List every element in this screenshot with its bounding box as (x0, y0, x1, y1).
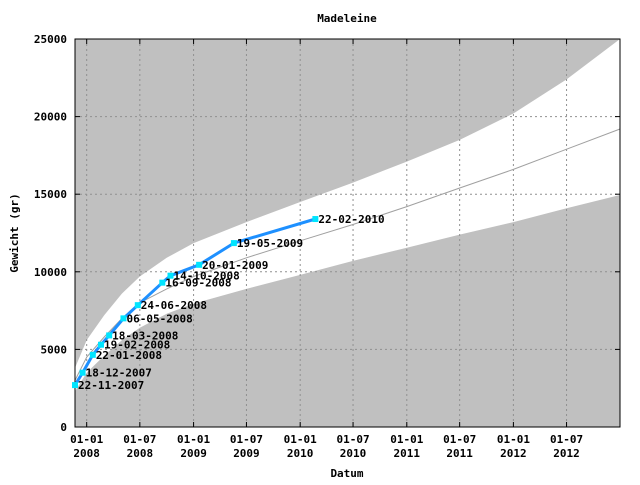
data-point (97, 341, 104, 348)
y-tick-label: 15000 (34, 188, 67, 201)
data-label: 14-10-2008 (174, 270, 240, 283)
data-point (167, 272, 174, 279)
data-label: 22-02-2010 (318, 213, 384, 226)
x-tick-label: 01-01 (177, 433, 210, 446)
reference-band (75, 39, 620, 392)
y-tick-label: 0 (60, 421, 67, 434)
data-label: 19-02-2008 (104, 339, 170, 352)
data-point (159, 279, 166, 286)
data-label: 18-03-2008 (112, 329, 178, 342)
data-label: 16-09-2008 (165, 277, 231, 290)
median-line (74, 128, 621, 381)
x-tick-label-year: 2010 (340, 447, 367, 460)
x-tick-label: 01-07 (230, 433, 263, 446)
data-label: 18-12-2007 (86, 367, 152, 380)
data-point (312, 216, 319, 223)
x-axis-label: Datum (330, 467, 363, 480)
data-point (89, 351, 96, 358)
x-tick-label-year: 2008 (73, 447, 100, 460)
x-tick-label: 01-01 (70, 433, 103, 446)
y-tick-label: 20000 (34, 111, 67, 124)
x-tick-label: 01-01 (390, 433, 423, 446)
x-tick-label: 01-07 (336, 433, 369, 446)
x-tick-label-year: 2010 (287, 447, 314, 460)
plot-frame (74, 38, 621, 428)
x-tick-label-year: 2011 (446, 447, 473, 460)
x-tick-label: 01-07 (550, 433, 583, 446)
x-tick-label: 01-07 (123, 433, 156, 446)
data-point (196, 261, 203, 268)
data-point (230, 240, 237, 247)
y-tick-label: 5000 (41, 343, 68, 356)
data-point (134, 302, 141, 309)
data-label: 22-11-2007 (78, 379, 144, 392)
x-tick-label: 01-01 (497, 433, 530, 446)
chart-title: Madeleine (317, 12, 377, 25)
x-tick-label: 01-01 (284, 433, 317, 446)
x-tick-label-year: 2009 (233, 447, 260, 460)
data-point (79, 369, 86, 376)
data-label: 22-01-2008 (96, 349, 162, 362)
x-tick-label-year: 2012 (500, 447, 527, 460)
data-label: 20-01-2009 (202, 259, 268, 272)
y-tick-label: 10000 (34, 266, 67, 279)
y-axis-label: Gewicht (gr) (8, 193, 21, 272)
data-point (72, 382, 78, 389)
data-point (120, 315, 127, 322)
x-tick-label-year: 2011 (394, 447, 421, 460)
x-tick-label-year: 2012 (553, 447, 580, 460)
data-label: 24-06-2008 (141, 299, 207, 312)
data-point (106, 332, 113, 339)
y-tick-label: 25000 (34, 33, 67, 46)
x-tick-label-year: 2009 (180, 447, 207, 460)
data-label: 06-05-2008 (126, 312, 192, 325)
x-tick-label: 01-07 (443, 433, 476, 446)
data-label: 19-05-2009 (237, 237, 303, 250)
x-tick-label-year: 2008 (127, 447, 154, 460)
plot-area: 050001000015000200002500001-01200801-072… (34, 33, 621, 460)
